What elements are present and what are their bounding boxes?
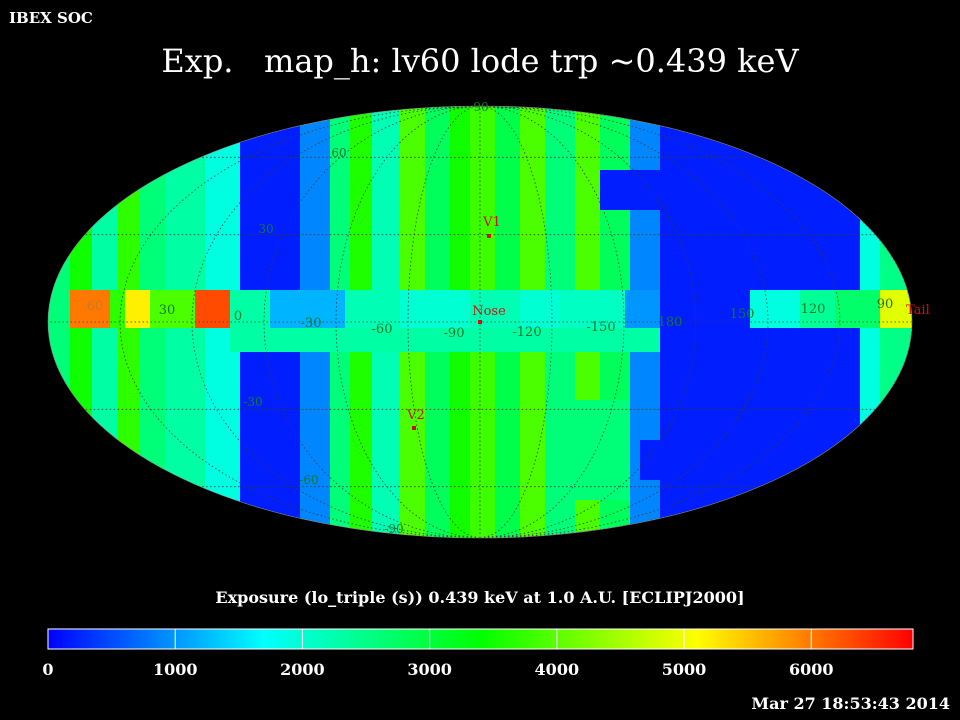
map-title: Exp. map_h: lv60 lode trp ~0.439 keV [161, 42, 799, 80]
colorbar-tick-label: 1000 [152, 660, 198, 679]
map-boundary [47, 105, 913, 539]
marker-label: V2 [406, 408, 425, 423]
colorbar-tick-label: 0 [42, 660, 54, 679]
org-label: IBEX SOC [9, 9, 93, 27]
longitude-label: 120 [801, 302, 826, 317]
marker-label: Tail [906, 303, 930, 318]
marker-dot [412, 426, 416, 430]
longitude-label: -150 [586, 320, 615, 335]
longitude-label: 150 [730, 307, 755, 322]
longitude-label: 60 [87, 299, 104, 314]
latitude-label: -60 [299, 473, 318, 487]
colorbar-title: Exposure (lo_triple (s)) 0.439 keV at 1.… [215, 588, 745, 607]
latitude-label: -90 [384, 522, 403, 536]
latitude-labels: 90 60 30 -30 -60 -90 [243, 100, 488, 536]
longitude-label: 0 [234, 309, 242, 324]
marker-dot [487, 234, 491, 238]
longitude-label: -30 [301, 316, 322, 331]
colorbar-tick-label: 6000 [788, 660, 834, 679]
longitude-labels: 60 30 0 -30 -60 -90 -120 -150 180 150 120 90 [87, 297, 894, 341]
timestamp: Mar 27 18:53:43 2014 [751, 694, 950, 713]
latitude-label: 60 [331, 146, 346, 160]
colorbar-tick-label: 3000 [407, 660, 452, 679]
colorbar-tick-marks [174, 629, 812, 649]
longitude-label: 180 [658, 315, 683, 330]
colorbar-gradient [47, 628, 914, 650]
longitude-label: 30 [159, 303, 176, 318]
longitude-label: 90 [877, 297, 894, 312]
longitude-label: -120 [512, 325, 541, 340]
longitude-label: -60 [372, 322, 393, 337]
sky-map: 60 30 0 -30 -60 -90 -120 -150 180 150 120 90 90 60 30… [47, 100, 930, 539]
colorbar-tick-label: 5000 [661, 660, 707, 679]
colorbar-tick-label: 2000 [280, 660, 325, 679]
colorbar-tick-label: 4000 [534, 660, 580, 679]
reference-markers: V1 Nose V2 Tail [406, 215, 930, 430]
marker-label: Nose [472, 304, 506, 319]
marker-label: V1 [482, 215, 501, 230]
latitude-label: 90 [473, 100, 488, 114]
longitude-label: -90 [444, 326, 465, 341]
marker-dot [478, 320, 482, 324]
latitude-label: 30 [258, 222, 273, 236]
latitude-label: -30 [243, 395, 262, 409]
